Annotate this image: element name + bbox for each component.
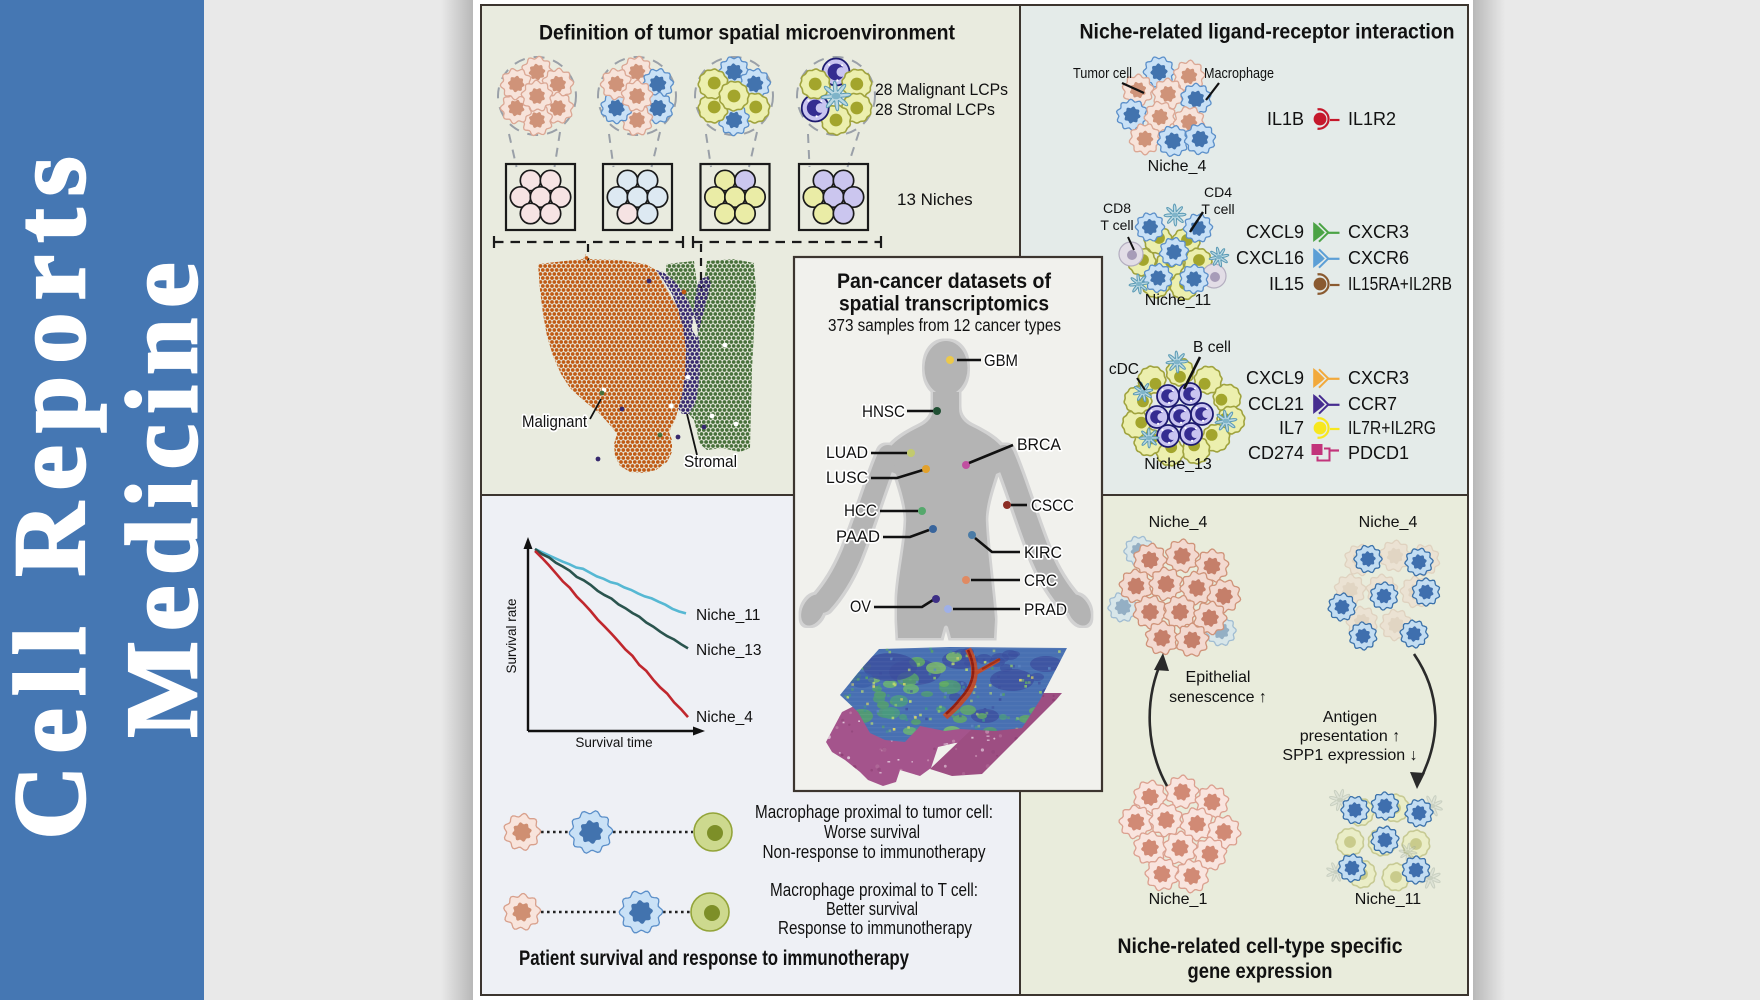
svg-text:Niche_11: Niche_11	[1355, 891, 1422, 908]
svg-text:Niche-related cell-type specif: Niche-related cell-type specific	[1118, 935, 1403, 958]
svg-text:CCR7: CCR7	[1348, 394, 1397, 414]
svg-text:CXCL16: CXCL16	[1236, 248, 1304, 268]
svg-text:Niche_1: Niche_1	[1149, 891, 1208, 908]
svg-text:Response to immunotherapy: Response to immunotherapy	[778, 918, 972, 938]
svg-text:T cell: T cell	[1100, 217, 1133, 233]
svg-text:CD274: CD274	[1248, 443, 1304, 463]
svg-text:Survival rate: Survival rate	[504, 598, 519, 673]
svg-text:CD4: CD4	[1204, 184, 1232, 200]
svg-text:IL1R2: IL1R2	[1348, 109, 1396, 129]
svg-text:Niche_4: Niche_4	[1359, 514, 1418, 531]
svg-text:Stromal: Stromal	[684, 452, 737, 471]
svg-text:CXCR3: CXCR3	[1348, 222, 1409, 242]
svg-text:Macrophage: Macrophage	[1204, 66, 1274, 82]
svg-text:HNSC: HNSC	[862, 402, 905, 421]
svg-text:Niche_11: Niche_11	[1145, 292, 1212, 309]
svg-text:Patient survival and response: Patient survival and response to immunot…	[519, 947, 909, 970]
svg-text:B cell: B cell	[1193, 339, 1231, 356]
svg-text:IL15: IL15	[1269, 274, 1304, 294]
svg-text:Definition of tumor spatial mi: Definition of tumor spatial microenviron…	[539, 22, 955, 45]
svg-text:Medicine: Medicine	[106, 263, 219, 738]
svg-text:GBM: GBM	[984, 351, 1018, 370]
svg-text:gene expression: gene expression	[1188, 960, 1333, 983]
svg-text:Worse survival: Worse survival	[824, 822, 920, 842]
svg-text:HCC: HCC	[844, 501, 877, 520]
svg-text:Malignant: Malignant	[522, 412, 587, 431]
svg-text:13 Niches: 13 Niches	[897, 190, 973, 209]
svg-text:T cell: T cell	[1201, 201, 1234, 217]
svg-text:CSCC: CSCC	[1031, 496, 1074, 515]
svg-text:Epithelial: Epithelial	[1186, 669, 1251, 686]
svg-text:spatial transcriptomics: spatial transcriptomics	[839, 293, 1049, 316]
svg-text:Tumor cell: Tumor cell	[1073, 66, 1132, 82]
svg-text:CXCL9: CXCL9	[1246, 222, 1304, 242]
svg-text:CCL21: CCL21	[1248, 394, 1304, 414]
svg-text:senescence ↑: senescence ↑	[1169, 689, 1267, 706]
svg-text:Niche_4: Niche_4	[1149, 514, 1208, 531]
svg-text:CRC: CRC	[1024, 571, 1057, 590]
svg-text:28 Malignant LCPs: 28 Malignant LCPs	[875, 80, 1008, 99]
svg-text:IL1B: IL1B	[1267, 109, 1304, 129]
svg-text:BRCA: BRCA	[1017, 435, 1062, 454]
svg-text:KIRC: KIRC	[1024, 543, 1062, 562]
svg-text:OV: OV	[850, 597, 872, 616]
svg-text:PRAD: PRAD	[1024, 600, 1067, 619]
svg-text:SPP1 expression ↓: SPP1 expression ↓	[1282, 747, 1417, 764]
svg-text:373 samples from 12 cancer typ: 373 samples from 12 cancer types	[828, 315, 1061, 335]
svg-text:Non-response to immunotherapy: Non-response to immunotherapy	[763, 842, 986, 862]
svg-text:Niche_4: Niche_4	[696, 709, 753, 726]
svg-text:IL7: IL7	[1279, 418, 1304, 438]
svg-text:CXCR3: CXCR3	[1348, 368, 1409, 388]
svg-text:LUAD: LUAD	[826, 443, 868, 462]
svg-text:PAAD: PAAD	[836, 527, 880, 546]
svg-text:Niche_4: Niche_4	[1148, 158, 1207, 175]
svg-text:IL15RA+IL2RB: IL15RA+IL2RB	[1348, 274, 1452, 294]
svg-text:Antigen: Antigen	[1323, 709, 1377, 726]
svg-text:Survival time: Survival time	[575, 735, 652, 750]
svg-text:Niche-related ligand-receptor: Niche-related ligand-receptor interactio…	[1080, 21, 1455, 44]
svg-text:cDC: cDC	[1109, 361, 1139, 378]
svg-text:CXCR6: CXCR6	[1348, 248, 1409, 268]
svg-text:Pan-cancer datasets of: Pan-cancer datasets of	[837, 270, 1052, 293]
svg-text:presentation ↑: presentation ↑	[1300, 728, 1401, 745]
svg-text:LUSC: LUSC	[826, 468, 868, 487]
svg-text:28 Stromal LCPs: 28 Stromal LCPs	[875, 100, 995, 119]
svg-text:IL7R+IL2RG: IL7R+IL2RG	[1348, 418, 1436, 438]
svg-text:Macrophage proximal to tumor c: Macrophage proximal to tumor cell:	[755, 802, 993, 822]
svg-text:PDCD1: PDCD1	[1348, 443, 1409, 463]
svg-text:CD8: CD8	[1103, 200, 1131, 216]
svg-text:Niche_11: Niche_11	[696, 607, 760, 624]
svg-text:Niche_13: Niche_13	[696, 642, 762, 659]
svg-text:CXCL9: CXCL9	[1246, 368, 1304, 388]
svg-text:Macrophage proximal to T cell:: Macrophage proximal to T cell:	[770, 880, 978, 900]
svg-text:Niche_13: Niche_13	[1144, 456, 1212, 473]
svg-text:Better survival: Better survival	[826, 899, 918, 919]
